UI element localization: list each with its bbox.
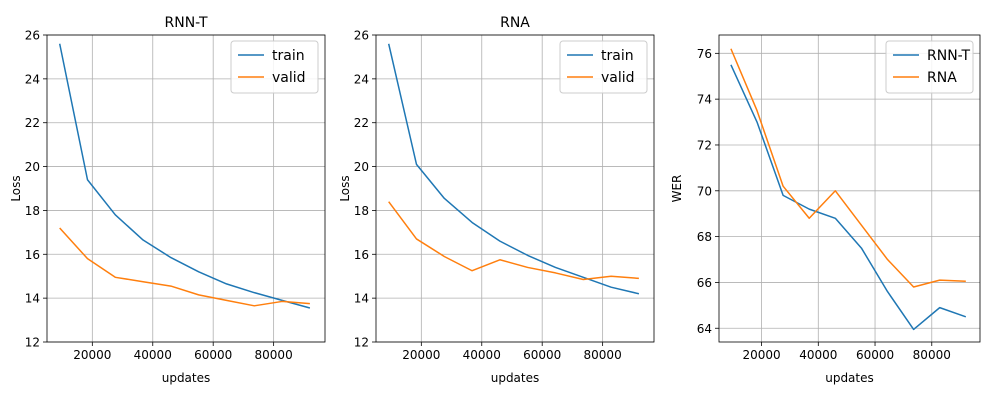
legend-label-train: train [272, 48, 305, 64]
legend-label-valid: valid [272, 70, 306, 86]
series-line-train [58, 43, 311, 309]
y-tick-label: 18 [25, 204, 40, 218]
legend: RNN-T RNA [885, 40, 974, 94]
y-tick-label: 66 [697, 276, 712, 290]
y-tick-label: 22 [25, 116, 40, 130]
legend: train valid [559, 40, 648, 94]
y-tick-label: 20 [354, 160, 369, 174]
chart-panel-2: 20000 40000 60000 80000 12 14 16 18 20 22 24 26 RNA u… [338, 15, 655, 385]
y-tick-label: 16 [354, 248, 369, 262]
x-tick-label: 60000 [194, 348, 232, 362]
x-tick-label: 40000 [799, 348, 837, 362]
axes-frame [718, 34, 981, 343]
series-line-valid [388, 201, 639, 281]
y-tick-label: 24 [354, 72, 369, 86]
y-axis-label: Loss [9, 175, 23, 201]
x-axis-label: updates [162, 371, 211, 385]
legend-box [230, 40, 319, 94]
y-tick-label: 12 [25, 336, 40, 350]
legend-label-rnn-t: RNN-T [927, 48, 970, 64]
y-tick-label: 26 [354, 29, 369, 43]
x-tick-label: 60000 [523, 348, 561, 362]
chart-panel-3: 20000 40000 60000 80000 64 66 68 70 72 74 76 update… [670, 34, 981, 385]
legend-label-rna: RNA [927, 70, 957, 86]
chart-title: RNA [500, 15, 530, 31]
chart-panel-1: 20000 40000 60000 80000 12 14 16 18 20 22 24 26 RNN-… [9, 15, 326, 385]
x-tick-label: 20000 [73, 348, 111, 362]
y-tick-label: 14 [354, 292, 369, 306]
y-axis-label: WER [670, 175, 684, 203]
legend: train valid [230, 40, 319, 94]
x-tick-label: 20000 [742, 348, 780, 362]
y-tick-label: 18 [354, 204, 369, 218]
series-line-rna [730, 48, 966, 288]
x-axis-label: updates [491, 371, 540, 385]
series-line-train [387, 43, 640, 295]
y-tick-label: 16 [25, 248, 40, 262]
legend-label-valid: valid [601, 70, 635, 86]
x-tick-label: 80000 [255, 348, 293, 362]
y-tick-label: 76 [697, 47, 712, 61]
y-tick-label: 68 [697, 230, 712, 244]
y-tick-label: 12 [354, 336, 369, 350]
axes-frame [46, 34, 326, 343]
chart-title: RNN-T [165, 15, 208, 31]
axes-frame [375, 34, 655, 343]
x-tick-label: 40000 [134, 348, 172, 362]
x-tick-label: 80000 [584, 348, 622, 362]
y-tick-label: 24 [25, 72, 40, 86]
y-tick-label: 64 [697, 322, 712, 336]
y-tick-label: 26 [25, 29, 40, 43]
x-tick-label: 20000 [402, 348, 440, 362]
y-tick-label: 14 [25, 292, 40, 306]
x-tick-label: 40000 [463, 348, 501, 362]
legend-box [559, 40, 648, 94]
x-axis-label: updates [825, 371, 874, 385]
y-tick-label: 72 [697, 138, 712, 152]
y-tick-label: 74 [697, 93, 712, 107]
y-tick-label: 70 [697, 184, 712, 198]
y-tick-label: 20 [25, 160, 40, 174]
y-tick-label: 22 [354, 116, 369, 130]
legend-box [885, 40, 974, 94]
legend-label-train: train [601, 48, 634, 64]
x-tick-label: 80000 [913, 348, 951, 362]
series-line-valid [59, 227, 310, 307]
x-tick-label: 60000 [856, 348, 894, 362]
series-line-rnn-t [730, 64, 967, 331]
y-axis-label: Loss [338, 175, 352, 201]
